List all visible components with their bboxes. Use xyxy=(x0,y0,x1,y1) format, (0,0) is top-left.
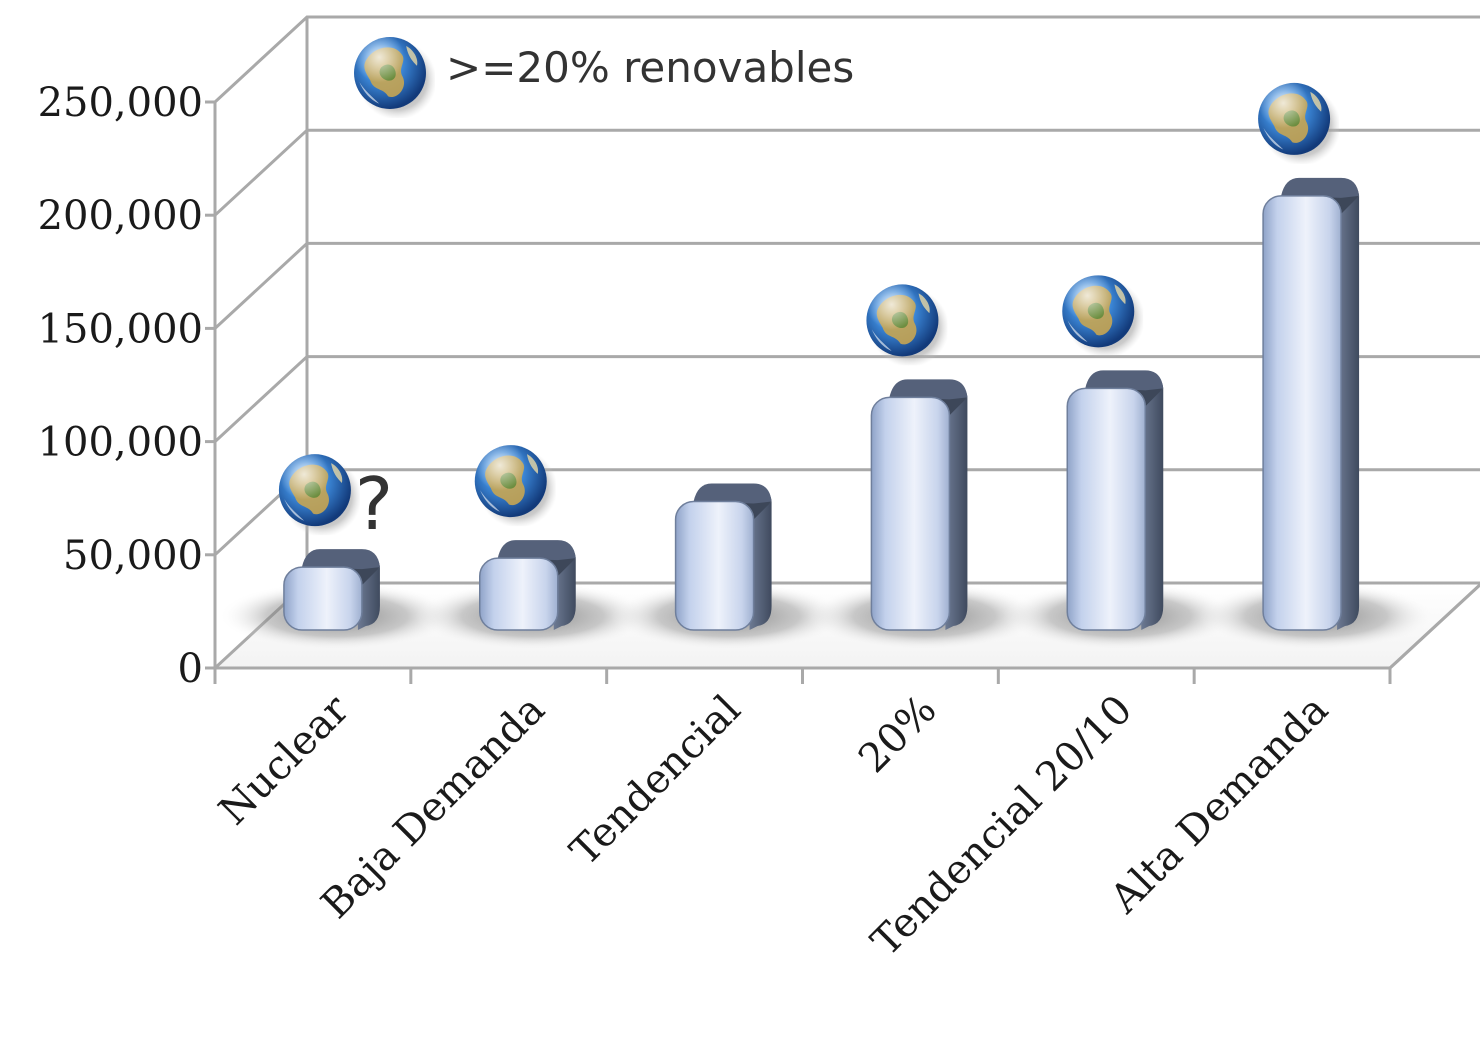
y-tick-label: 50,000 xyxy=(63,533,203,579)
x-tick-label: Tendencial xyxy=(562,687,750,875)
bars xyxy=(218,177,1435,650)
earth-globe-icon xyxy=(866,284,948,366)
bar xyxy=(414,540,651,650)
bar-front xyxy=(870,396,951,631)
x-axis xyxy=(213,668,1392,684)
bar-front xyxy=(479,557,559,631)
y-tick-label: 0 xyxy=(178,646,203,692)
earth-globe-icon xyxy=(1258,82,1340,164)
bar-front xyxy=(1262,195,1342,631)
y-axis: 0 50,000 100,000 150,000 200,000 250,000 xyxy=(38,80,215,692)
bar-front xyxy=(1066,387,1146,631)
y-tick-label: 100,000 xyxy=(38,420,203,466)
bar-top-face xyxy=(301,549,380,570)
bar-side xyxy=(945,397,968,630)
legend: >=20% renovables xyxy=(354,37,854,118)
bar xyxy=(806,379,1043,650)
x-tick-label: 20% xyxy=(850,687,945,782)
legend-label: >=20% renovables xyxy=(446,43,854,92)
earth-globe-icon xyxy=(474,445,556,527)
bar-side xyxy=(1337,195,1360,630)
bar-top-face xyxy=(1281,177,1360,198)
earth-globe-icon xyxy=(354,37,435,118)
y-tick-label: 250,000 xyxy=(38,80,203,126)
bar xyxy=(1002,370,1239,650)
earth-globe-icon xyxy=(1062,275,1144,357)
bar xyxy=(218,549,455,650)
earth-globe-icon xyxy=(278,454,360,536)
bar-side xyxy=(553,558,576,630)
uncertain-annotation: ? xyxy=(355,462,393,546)
bar-top-face xyxy=(889,379,968,400)
x-tick-label: Nuclear xyxy=(210,686,358,834)
renewables-markers: ? xyxy=(278,82,1340,546)
bar-side xyxy=(749,501,772,630)
bar-top-face xyxy=(693,483,772,504)
floor-right-edge xyxy=(1388,582,1480,670)
bar xyxy=(610,483,847,650)
y-tick-label: 150,000 xyxy=(38,306,203,352)
bar-top-face xyxy=(497,540,576,561)
bar xyxy=(1198,177,1435,650)
bar-top-face xyxy=(1085,370,1164,391)
bar-side xyxy=(1141,388,1164,630)
y-tick-label: 200,000 xyxy=(38,193,203,239)
bar-front xyxy=(674,500,755,631)
bar-front xyxy=(283,566,363,631)
